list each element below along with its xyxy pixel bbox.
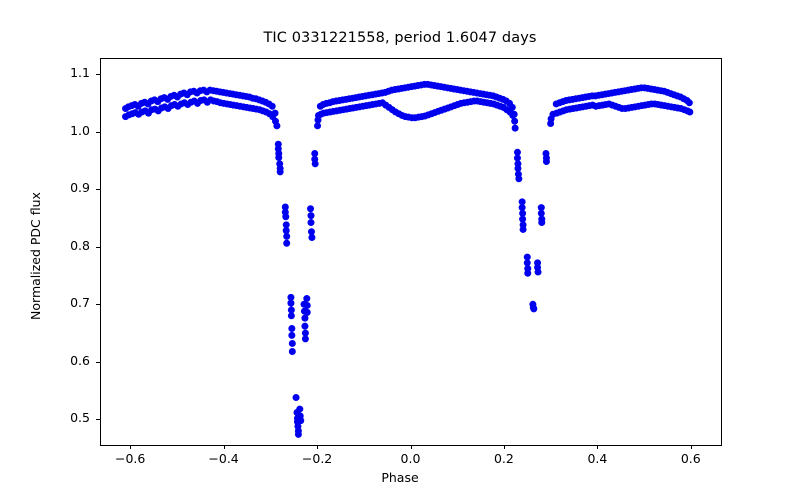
data-point [282, 221, 290, 229]
y-axis-tick [96, 189, 100, 191]
x-axis-label: Phase [381, 470, 419, 485]
data-point [294, 430, 302, 438]
data-point [307, 212, 315, 220]
data-point [288, 331, 296, 339]
data-point [511, 124, 519, 132]
data-point [518, 204, 526, 212]
data-point [287, 293, 295, 301]
x-axis-tick [597, 445, 599, 449]
y-axis-tick-label: 1.0 [70, 122, 90, 138]
x-axis-tick [130, 445, 132, 449]
data-point [288, 348, 296, 355]
y-axis-tick [96, 361, 100, 363]
data-point [519, 215, 527, 223]
data-point [519, 225, 527, 233]
y-axis-tick-label: 0.7 [70, 295, 90, 311]
data-point [301, 314, 309, 322]
data-point [311, 149, 319, 157]
x-axis-tick [223, 445, 225, 449]
data-point [537, 209, 545, 217]
data-point [307, 219, 315, 227]
data-point [303, 308, 311, 316]
data-point [314, 122, 322, 130]
data-point [534, 268, 542, 276]
data-point [307, 205, 315, 213]
chart-title: TIC 0331221558, period 1.6047 days [263, 30, 537, 46]
data-point [268, 102, 276, 110]
data-point [514, 164, 522, 172]
data-point [542, 158, 550, 166]
data-point [685, 99, 693, 107]
data-point [511, 117, 519, 125]
x-axis-tick [690, 445, 692, 449]
data-point [307, 228, 315, 236]
data-point [288, 339, 296, 347]
data-point [282, 213, 290, 221]
x-axis-tick-label: 0.6 [680, 451, 701, 466]
data-point [508, 103, 516, 111]
x-axis-tick [503, 445, 505, 449]
data-point [513, 148, 521, 156]
x-axis-tick-label: 0.0 [400, 451, 421, 466]
data-point [510, 110, 518, 118]
y-axis-tick [96, 131, 100, 133]
data-point [303, 301, 311, 309]
data-point [303, 295, 311, 303]
scatter-plot-area [122, 80, 694, 438]
data-point [281, 203, 289, 211]
data-point [518, 198, 526, 206]
x-axis-tick [410, 445, 412, 449]
data-point [301, 335, 309, 343]
data-point [537, 204, 545, 212]
y-axis-tick-label: 0.5 [70, 410, 90, 426]
y-axis-tick [96, 74, 100, 75]
y-axis-tick [96, 419, 100, 421]
data-point [292, 394, 300, 402]
data-point [287, 312, 295, 320]
data-point [282, 227, 290, 235]
data-point [273, 122, 281, 130]
data-point [275, 153, 283, 161]
data-point [287, 306, 295, 314]
data-point [301, 329, 309, 337]
y-axis-tick-label: 0.9 [70, 180, 90, 196]
x-axis-tick-label: −0.4 [208, 451, 239, 466]
data-point [686, 108, 694, 116]
data-point [296, 405, 304, 413]
data-point [288, 324, 296, 332]
y-axis-tick [96, 304, 100, 306]
data-point [530, 305, 538, 313]
y-axis-tick [96, 246, 100, 248]
y-axis-tick-label: 0.8 [70, 237, 90, 253]
y-axis-tick-label: 0.6 [70, 352, 90, 368]
x-axis-tick-label: 0.2 [493, 451, 514, 466]
data-point [538, 219, 546, 227]
x-axis-tick-label: −0.2 [301, 451, 333, 466]
data-point [513, 154, 521, 162]
data-point [283, 232, 291, 240]
data-point [301, 322, 309, 330]
data-point [297, 417, 305, 425]
data-point [283, 239, 291, 247]
data-point [524, 269, 532, 277]
data-point [523, 259, 531, 267]
data-point [271, 109, 279, 117]
data-point [519, 209, 527, 217]
data-point [287, 299, 295, 307]
y-axis-label: Normalized PDC flux [28, 192, 43, 320]
x-axis-tick [317, 445, 319, 449]
data-point [515, 175, 523, 183]
data-point [308, 234, 316, 242]
data-point [276, 168, 284, 176]
data-point [311, 160, 319, 168]
data-point [523, 253, 531, 261]
x-axis-tick-label: 0.4 [587, 451, 608, 466]
y-axis-tick-label: 1.1 [70, 65, 90, 80]
x-axis-tick-label: −0.6 [115, 451, 146, 466]
